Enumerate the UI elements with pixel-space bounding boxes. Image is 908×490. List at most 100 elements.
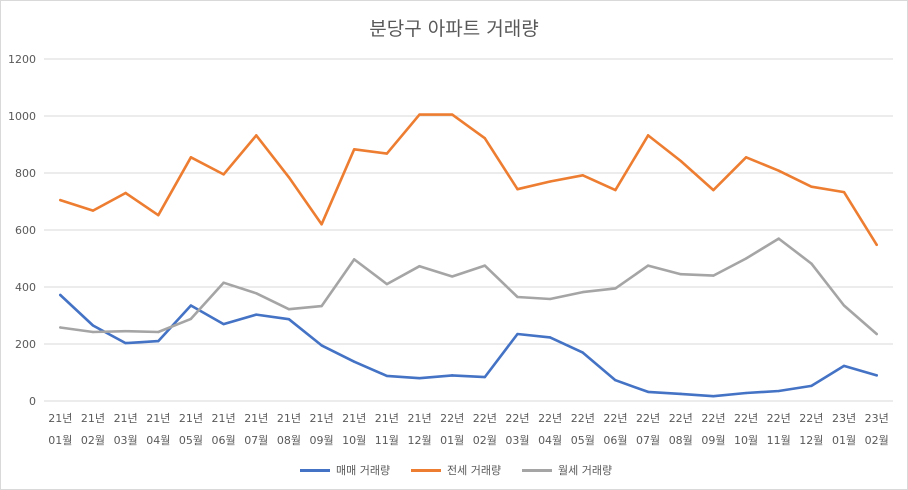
x-tick-label: 21년: [114, 412, 138, 425]
data-point: [614, 188, 617, 192]
data-point: [59, 326, 62, 329]
x-tick-label: 22년: [538, 412, 562, 425]
x-tick-label: 21년: [342, 412, 366, 425]
data-point: [810, 185, 813, 188]
data-point: [548, 180, 552, 183]
x-tick-label: 10월: [734, 434, 758, 447]
data-point: [353, 258, 356, 261]
legend-item: 매매 거래량: [300, 462, 390, 478]
x-tick-label: 21년: [179, 412, 203, 425]
data-point: [124, 191, 127, 195]
data-point: [581, 351, 584, 354]
data-point: [91, 324, 95, 327]
y-tick-label: 400: [15, 281, 36, 294]
data-point: [124, 341, 127, 345]
x-tick-label: 01월: [440, 434, 464, 447]
data-point: [157, 330, 160, 334]
data-point: [255, 313, 258, 316]
data-point: [418, 113, 421, 116]
data-point: [385, 152, 389, 155]
x-tick-label: 02월: [473, 434, 497, 447]
y-tick-label: 1000: [8, 110, 36, 123]
data-point: [91, 330, 95, 334]
data-point: [646, 264, 650, 267]
data-point: [875, 332, 878, 336]
x-tick-label: 03월: [505, 434, 529, 447]
x-tick-label: 12월: [407, 434, 431, 447]
x-tick-label: 21년: [375, 412, 399, 425]
data-point: [777, 389, 780, 393]
data-point: [516, 295, 519, 299]
data-point: [581, 174, 584, 177]
x-tick-label: 21년: [212, 412, 236, 425]
x-tick-label: 01월: [48, 434, 72, 447]
data-point: [679, 392, 682, 396]
data-point: [712, 274, 715, 277]
x-tick-label: 22년: [636, 412, 660, 425]
data-point: [124, 329, 127, 333]
legend-swatch: [300, 468, 330, 472]
data-point: [418, 377, 421, 380]
data-point: [353, 148, 356, 151]
x-tick-label: 21년: [244, 412, 268, 425]
data-point: [842, 364, 846, 368]
legend-label: 매매 거래량: [336, 464, 391, 477]
x-tick-label: 05월: [179, 434, 203, 447]
x-tick-label: 10월: [342, 434, 366, 447]
x-tick-label: 03월: [114, 434, 138, 447]
legend-swatch: [411, 468, 441, 472]
data-point: [91, 209, 95, 212]
data-point: [810, 384, 813, 388]
x-tick-label: 07월: [636, 434, 660, 447]
data-point: [320, 223, 323, 226]
x-tick-label: 06월: [212, 434, 236, 447]
x-tick-label: 22년: [669, 412, 693, 425]
data-point: [810, 262, 813, 265]
series-line-1: [58, 293, 879, 398]
x-tick-label: 08월: [669, 434, 693, 447]
data-point: [222, 322, 225, 326]
data-point: [581, 290, 584, 294]
data-point: [450, 374, 454, 377]
data-point: [842, 190, 846, 194]
x-tick-label: 23년: [865, 412, 889, 425]
x-tick-label: 01월: [832, 434, 856, 447]
data-point: [875, 374, 878, 377]
data-point: [548, 297, 552, 301]
data-point: [222, 173, 225, 176]
y-tick-label: 800: [15, 167, 36, 180]
data-point: [744, 156, 748, 159]
legend-item: 전세 거래량: [411, 462, 501, 478]
x-tick-label: 07월: [244, 434, 268, 447]
x-tick-label: 09월: [309, 434, 333, 447]
x-tick-label: 22년: [571, 412, 595, 425]
data-point: [385, 282, 389, 286]
data-point: [320, 344, 323, 347]
x-tick-label: 21년: [48, 412, 72, 425]
data-point: [255, 134, 258, 137]
series-line-3: [58, 237, 879, 336]
legend-item: 월세 거래량: [522, 462, 612, 478]
data-point: [189, 156, 193, 159]
x-tick-label: 12월: [799, 434, 823, 447]
data-point: [483, 264, 487, 267]
legend-label: 월세 거래량: [558, 464, 613, 477]
x-tick-label: 22년: [734, 412, 758, 425]
data-point: [450, 275, 454, 278]
data-point: [679, 272, 682, 276]
x-tick-label: 23년: [832, 412, 856, 425]
x-tick-label: 08월: [277, 434, 301, 447]
data-point: [189, 304, 193, 307]
data-point: [418, 264, 421, 268]
data-point: [450, 113, 454, 116]
data-point: [353, 360, 356, 363]
x-tick-label: 22년: [603, 412, 627, 425]
x-tick-label: 09월: [701, 434, 725, 447]
y-tick-label: 1200: [8, 53, 36, 66]
x-tick-label: 22년: [701, 412, 725, 425]
data-point: [679, 159, 682, 163]
data-point: [222, 281, 225, 284]
x-tick-label: 06월: [603, 434, 627, 447]
data-point: [157, 213, 160, 217]
